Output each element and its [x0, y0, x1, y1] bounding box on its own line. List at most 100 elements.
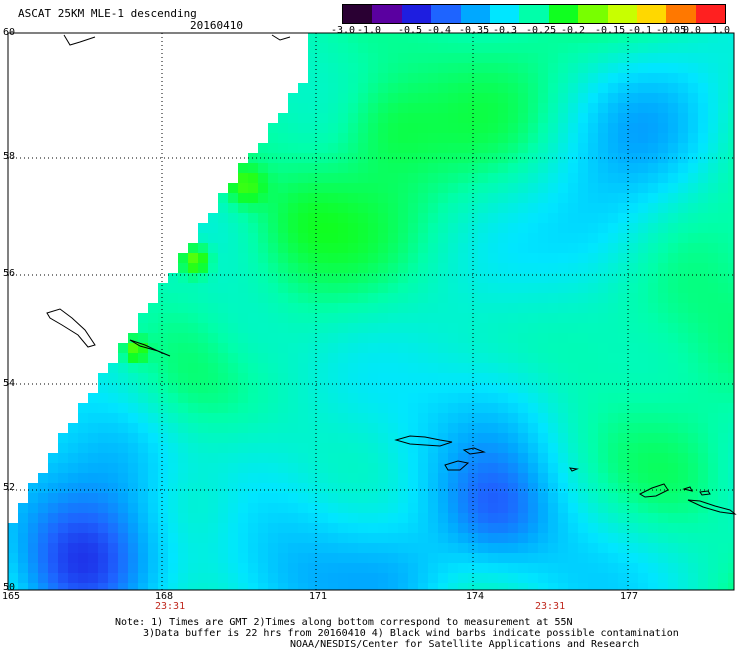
data-cell [248, 573, 258, 583]
data-cell [598, 153, 608, 163]
data-cell [218, 223, 228, 233]
data-cell [568, 543, 578, 553]
data-cell [328, 313, 338, 323]
data-cell [298, 93, 308, 103]
data-cell [568, 423, 578, 433]
data-cell [588, 93, 598, 103]
data-cell [128, 443, 138, 453]
data-cell [578, 143, 588, 153]
data-cell [298, 583, 308, 590]
data-cell [158, 583, 168, 590]
data-cell [118, 463, 128, 473]
data-cell [218, 293, 228, 303]
data-cell [218, 533, 228, 543]
data-cell [248, 503, 258, 513]
island-rat [444, 460, 470, 471]
data-cell [318, 543, 328, 553]
data-cell [388, 123, 398, 133]
data-cell [248, 353, 258, 363]
data-cell [568, 283, 578, 293]
data-cell [558, 213, 568, 223]
data-cell [278, 153, 288, 163]
data-cell [248, 493, 258, 503]
data-cell [238, 413, 248, 423]
data-cell [188, 583, 198, 590]
data-cell [238, 183, 248, 193]
data-cell [148, 583, 158, 590]
data-cell [158, 463, 168, 473]
data-cell [478, 273, 488, 283]
data-cell [388, 553, 398, 563]
data-cell [528, 523, 538, 533]
data-cell [268, 293, 278, 303]
map-frame [7, 32, 735, 591]
data-cell [208, 543, 218, 553]
data-cell [598, 113, 608, 123]
data-cell [288, 353, 298, 363]
data-cell [348, 513, 358, 523]
data-cell [208, 493, 218, 503]
data-cell [488, 573, 498, 583]
data-cell [678, 103, 688, 113]
data-cell [228, 493, 238, 503]
data-cell [428, 263, 438, 273]
data-cell [138, 553, 148, 563]
data-cell [548, 553, 558, 563]
data-cell [618, 173, 628, 183]
data-cell [708, 213, 718, 223]
data-cell [308, 183, 318, 193]
data-cell [578, 373, 588, 383]
data-cell [288, 513, 298, 523]
data-cell [608, 453, 618, 463]
data-cell [518, 223, 528, 233]
data-cell [98, 473, 108, 483]
data-cell [628, 393, 638, 403]
data-cell [398, 33, 408, 43]
data-cell [178, 423, 188, 433]
data-cell [268, 193, 278, 203]
data-cell [188, 343, 198, 353]
data-cell [128, 483, 138, 493]
data-cell [308, 393, 318, 403]
data-cell [68, 523, 78, 533]
data-cell [618, 453, 628, 463]
data-cell [518, 63, 528, 73]
data-cell [518, 83, 528, 93]
data-cell [218, 253, 228, 263]
data-cell [468, 323, 478, 333]
data-cell [298, 223, 308, 233]
data-cell [608, 83, 618, 93]
data-cell [158, 433, 168, 443]
data-cell [88, 563, 98, 573]
data-cell [278, 493, 288, 503]
data-cell [218, 243, 228, 253]
data-cell [388, 183, 398, 193]
data-cell [658, 553, 668, 563]
data-cell [588, 43, 598, 53]
data-cell [138, 513, 148, 523]
data-cell [178, 563, 188, 573]
data-cell [98, 493, 108, 503]
data-cell [388, 383, 398, 393]
data-cell [318, 453, 328, 463]
data-cell [518, 463, 528, 473]
data-cell [178, 303, 188, 313]
data-cell [248, 433, 258, 443]
data-cell [398, 413, 408, 423]
data-cell [648, 383, 658, 393]
data-cell [238, 233, 248, 243]
data-cell [568, 583, 578, 590]
data-cell [288, 403, 298, 413]
data-cell [588, 253, 598, 263]
data-cell [178, 483, 188, 493]
data-cell [588, 543, 598, 553]
data-cell [298, 233, 308, 243]
data-cell [428, 33, 438, 43]
data-cell [268, 173, 278, 183]
data-cell [368, 293, 378, 303]
data-cell [58, 513, 68, 523]
data-cell [488, 373, 498, 383]
data-cell [488, 553, 498, 563]
data-cell [318, 513, 328, 523]
